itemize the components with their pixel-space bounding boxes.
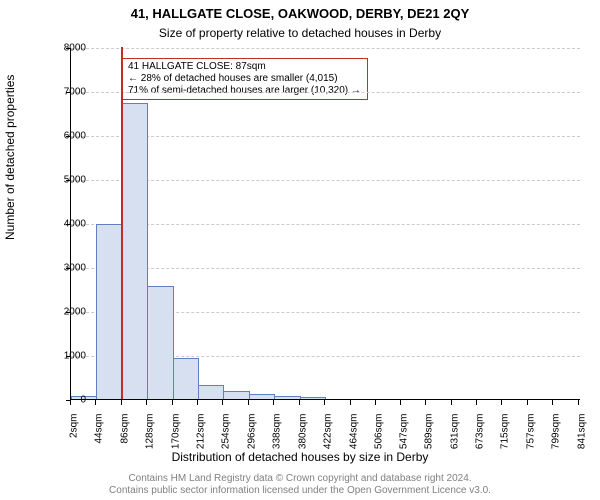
gridline (71, 92, 580, 93)
ytick-label: 2000 (46, 307, 86, 318)
xtick-mark (222, 400, 223, 405)
ytick-label: 5000 (46, 175, 86, 186)
xtick-mark (146, 400, 147, 405)
xtick-label: 2sqm (69, 414, 80, 438)
xtick-label: 757sqm (525, 414, 536, 450)
xtick-mark (95, 400, 96, 405)
xtick-mark (350, 400, 351, 405)
ytick-label: 6000 (46, 131, 86, 142)
xtick-label: 841sqm (576, 414, 587, 450)
y-axis-label: Number of detached properties (3, 75, 17, 240)
xtick-mark (578, 400, 579, 405)
xtick-label: 715sqm (500, 414, 511, 450)
xtick-mark (197, 400, 198, 405)
histogram-bar (249, 394, 275, 399)
xtick-label: 673sqm (474, 414, 485, 450)
xtick-mark (400, 400, 401, 405)
xtick-label: 799sqm (551, 414, 562, 450)
xtick-label: 631sqm (449, 414, 460, 450)
xtick-label: 296sqm (246, 414, 257, 450)
annotation-line-2: ← 28% of detached houses are smaller (4,… (128, 73, 361, 85)
xtick-mark (451, 400, 452, 405)
xtick-mark (273, 400, 274, 405)
xtick-label: 506sqm (373, 414, 384, 450)
xtick-label: 589sqm (424, 414, 435, 450)
histogram-bar (198, 385, 224, 399)
xtick-label: 44sqm (94, 414, 105, 444)
xtick-label: 128sqm (145, 414, 156, 450)
attribution-caption: Contains HM Land Registry data © Crown c… (0, 473, 600, 496)
xtick-mark (324, 400, 325, 405)
xtick-label: 422sqm (323, 414, 334, 450)
histogram-bar (96, 224, 122, 399)
histogram-bar (147, 286, 173, 399)
xtick-mark (527, 400, 528, 405)
xtick-label: 86sqm (119, 414, 130, 444)
xtick-mark (375, 400, 376, 405)
histogram-bar (173, 358, 199, 399)
x-axis-label: Distribution of detached houses by size … (0, 450, 600, 464)
histogram-bar (223, 391, 249, 399)
xtick-mark (501, 400, 502, 405)
gridline (71, 48, 580, 49)
xtick-label: 380sqm (297, 414, 308, 450)
xtick-label: 547sqm (398, 414, 409, 450)
annotation-line-3: 71% of semi-detached houses are larger (… (128, 85, 361, 97)
ytick-label: 3000 (46, 263, 86, 274)
ytick-label: 4000 (46, 219, 86, 230)
caption-line-1: Contains HM Land Registry data © Crown c… (0, 473, 600, 485)
ytick-label: 8000 (46, 43, 86, 54)
annotation-box: 41 HALLGATE CLOSE: 87sqm ← 28% of detach… (121, 58, 368, 100)
xtick-label: 170sqm (170, 414, 181, 450)
plot-area: 41 HALLGATE CLOSE: 87sqm ← 28% of detach… (70, 48, 580, 400)
xtick-mark (172, 400, 173, 405)
xtick-mark (248, 400, 249, 405)
xtick-label: 212sqm (196, 414, 207, 450)
ytick-label: 7000 (46, 87, 86, 98)
xtick-mark (476, 400, 477, 405)
ytick-label: 1000 (46, 351, 86, 362)
caption-line-2: Contains public sector information licen… (0, 485, 600, 497)
histogram-bar (274, 396, 300, 399)
xtick-label: 338sqm (272, 414, 283, 450)
xtick-mark (552, 400, 553, 405)
xtick-label: 254sqm (221, 414, 232, 450)
xtick-mark (299, 400, 300, 405)
ytick-label: 0 (46, 395, 86, 406)
xtick-mark (70, 400, 71, 405)
xtick-label: 464sqm (348, 414, 359, 450)
annotation-line-1: 41 HALLGATE CLOSE: 87sqm (128, 61, 361, 73)
histogram-bar (300, 397, 326, 399)
xtick-mark (121, 400, 122, 405)
chart-title: 41, HALLGATE CLOSE, OAKWOOD, DERBY, DE21… (0, 6, 600, 21)
chart-subtitle: Size of property relative to detached ho… (0, 26, 600, 40)
highlight-line (121, 47, 123, 399)
histogram-bar (122, 103, 148, 399)
xtick-mark (425, 400, 426, 405)
